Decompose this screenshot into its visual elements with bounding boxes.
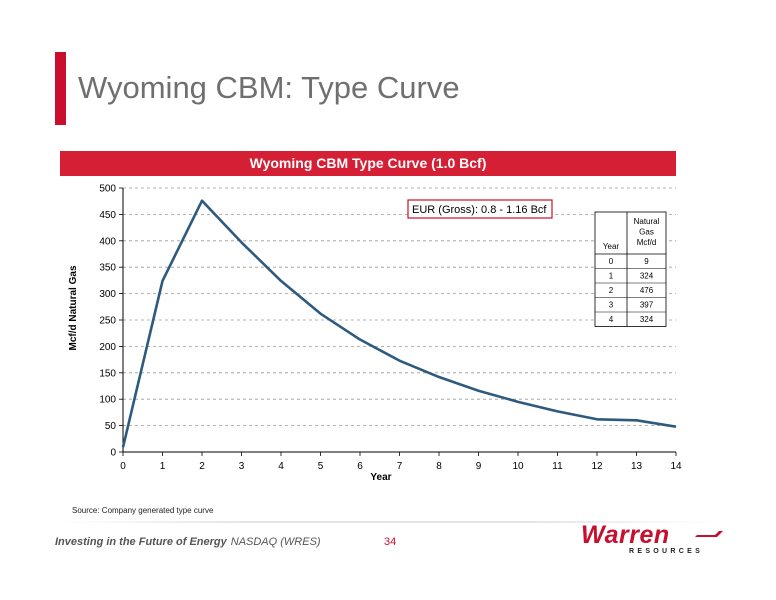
x-tick-label: 11 xyxy=(552,461,563,472)
gridlines xyxy=(123,187,676,427)
x-tick-label: 7 xyxy=(397,461,403,472)
eur-annotation: EUR (Gross): 0.8 - 1.16 Bcf xyxy=(407,199,553,219)
series xyxy=(121,199,677,448)
x-tick-label: 4 xyxy=(278,461,284,472)
x-tick-label: 14 xyxy=(670,461,682,472)
x-tick-label: 0 xyxy=(120,461,126,472)
logo-swoosh-icon xyxy=(695,531,723,537)
y-tick-label: 0 xyxy=(110,448,116,459)
table-header-year: Year xyxy=(603,242,620,251)
x-tick-label: 10 xyxy=(512,461,524,472)
y-tick-label: 50 xyxy=(105,421,117,432)
table-cell-gas: 324 xyxy=(640,315,654,324)
table-cell-year: 0 xyxy=(609,257,614,266)
x-tick-label: 13 xyxy=(631,461,643,472)
table-cell-gas: 397 xyxy=(640,301,654,310)
table-header-gas: Natural Gas Mcf/d xyxy=(634,217,660,247)
x-tick-label: 12 xyxy=(591,461,603,472)
y-tick-label: 300 xyxy=(99,289,116,300)
footer-divider xyxy=(60,521,716,523)
x-axis-label: Year xyxy=(370,472,391,483)
eur-annotation-text: EUR (Gross): 0.8 - 1.16 Bcf xyxy=(412,204,547,216)
production-table: Year Natural Gas Mcf/d 0 9 1 324 2 476 3 397 4 324 xyxy=(594,211,667,327)
table-frame xyxy=(594,211,667,327)
eur-annotation-box xyxy=(407,199,553,219)
y-tick-label: 150 xyxy=(99,368,116,379)
x-tick-label: 1 xyxy=(160,461,166,472)
table-cell-year: 3 xyxy=(609,301,614,310)
x-tick-label: 3 xyxy=(239,461,245,472)
axes xyxy=(119,187,677,456)
y-tick-label: 450 xyxy=(99,210,116,221)
y-tick-label: 250 xyxy=(99,316,116,327)
table-cell-year: 4 xyxy=(609,315,614,324)
y-tick-label: 400 xyxy=(99,236,116,247)
warren-logo: Warren RESOURCES xyxy=(577,521,727,561)
table-cell-year: 1 xyxy=(609,272,614,281)
x-tick-label: 8 xyxy=(436,461,442,472)
table-cell-gas: 476 xyxy=(640,286,654,295)
x-tick-label: 9 xyxy=(476,461,482,472)
y-tick-label: 100 xyxy=(99,395,116,406)
footer-tagline: Investing in the Future of Energy NASDAQ … xyxy=(55,536,321,548)
y-tick-label: 350 xyxy=(99,263,116,274)
series-line xyxy=(121,199,677,448)
tagline-text: Investing in the Future of Energy xyxy=(55,536,227,548)
source-note: Source: Company generated type curve xyxy=(72,506,214,515)
table-cell-gas: 324 xyxy=(640,272,654,281)
table-cell-gas: 9 xyxy=(644,257,649,266)
slide-title: Wyoming CBM: Type Curve xyxy=(78,70,460,105)
y-axis-label: Mcf/d Natural Gas xyxy=(68,265,79,350)
x-tick-labels: 0 1 2 3 4 5 6 7 8 9 10 11 12 13 14 xyxy=(120,461,682,472)
y-tick-label: 200 xyxy=(99,342,116,353)
logo-subtitle: RESOURCES xyxy=(629,548,704,555)
y-tick-label: 500 xyxy=(99,184,116,195)
y-tick-labels: 0 50 100 150 200 250 300 350 400 450 500 xyxy=(99,184,116,459)
page-number: 34 xyxy=(384,536,397,548)
logo-wordmark: Warren xyxy=(581,521,670,549)
ticker-text: NASDAQ (WRES) xyxy=(230,536,321,548)
table-cell-year: 2 xyxy=(609,286,614,295)
x-tick-label: 6 xyxy=(357,461,363,472)
title-accent-bar xyxy=(55,52,66,125)
x-tick-label: 5 xyxy=(318,461,324,472)
x-tick-label: 2 xyxy=(199,461,205,472)
chart-title: Wyoming CBM Type Curve (1.0 Bcf) xyxy=(60,151,676,176)
